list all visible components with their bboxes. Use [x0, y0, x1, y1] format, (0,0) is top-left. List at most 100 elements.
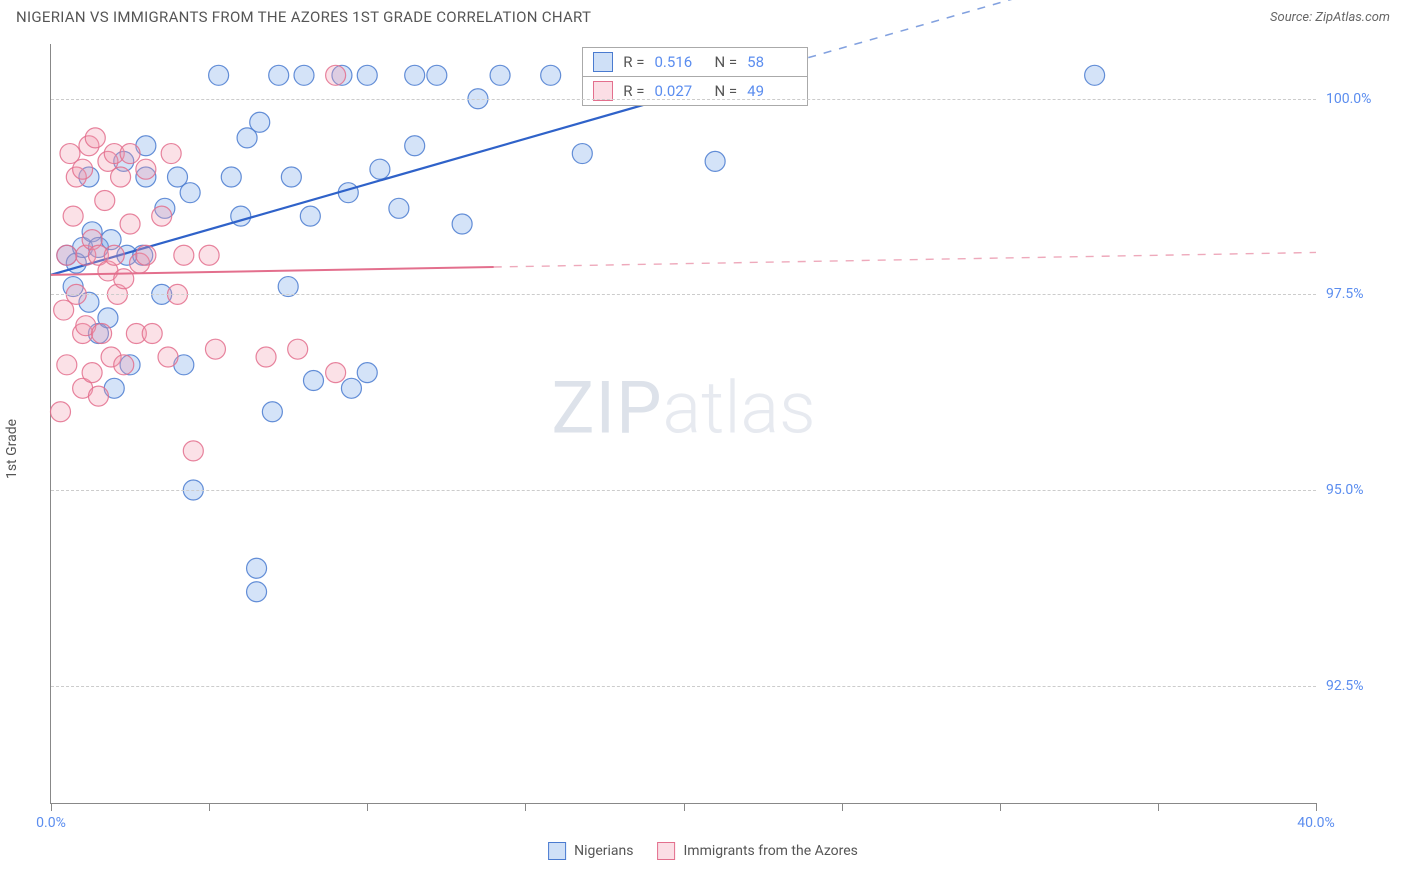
x-tick	[51, 803, 52, 811]
data-point	[300, 206, 320, 226]
gridline-h	[51, 686, 1316, 687]
data-point	[490, 65, 510, 85]
data-point	[389, 198, 409, 218]
correlation-row: R = 0.516 N = 58	[583, 48, 807, 77]
data-point	[199, 245, 219, 265]
x-tick	[525, 803, 526, 811]
x-tick	[842, 803, 843, 811]
data-point	[326, 65, 346, 85]
data-point	[405, 65, 425, 85]
data-point	[57, 355, 77, 375]
data-point	[303, 370, 323, 390]
legend-swatch	[548, 842, 566, 860]
x-tick-label: 0.0%	[36, 815, 66, 831]
data-point	[136, 159, 156, 179]
data-point	[452, 214, 472, 234]
data-point	[269, 65, 289, 85]
y-tick-label: 95.0%	[1326, 482, 1391, 498]
legend-item: Immigrants from the Azores	[657, 842, 857, 860]
data-point	[357, 363, 377, 383]
data-point	[205, 339, 225, 359]
x-tick	[1316, 803, 1317, 811]
y-tick-label: 100.0%	[1326, 91, 1391, 107]
gridline-h	[51, 490, 1316, 491]
data-point	[158, 347, 178, 367]
corr-r-value: 0.516	[655, 53, 705, 71]
data-point	[152, 206, 172, 226]
data-point	[136, 245, 156, 265]
data-point	[183, 441, 203, 461]
source-label: Source: ZipAtlas.com	[1270, 10, 1390, 25]
data-point	[326, 363, 346, 383]
corr-swatch	[593, 52, 613, 72]
data-point	[405, 136, 425, 156]
data-point	[341, 378, 361, 398]
data-point	[114, 269, 134, 289]
data-point	[281, 167, 301, 187]
data-point	[85, 128, 105, 148]
data-point	[114, 355, 134, 375]
chart-header: NIGERIAN VS IMMIGRANTS FROM THE AZORES 1…	[0, 0, 1406, 34]
data-point	[161, 144, 181, 164]
data-point	[82, 363, 102, 383]
legend-swatch	[657, 842, 675, 860]
data-point	[209, 65, 229, 85]
corr-n-label: N =	[715, 53, 738, 71]
data-point	[111, 167, 131, 187]
legend-item: Nigerians	[548, 842, 633, 860]
data-point	[262, 402, 282, 422]
chart-title: NIGERIAN VS IMMIGRANTS FROM THE AZORES 1…	[16, 8, 591, 26]
x-tick	[1000, 803, 1001, 811]
data-point	[221, 167, 241, 187]
corr-r-label: R =	[623, 53, 644, 71]
data-point	[247, 582, 267, 602]
data-point	[1085, 65, 1105, 85]
data-point	[180, 183, 200, 203]
gridline-h	[51, 294, 1316, 295]
x-tick	[684, 803, 685, 811]
correlation-box: R = 0.516 N = 58 R = 0.027 N = 49	[582, 47, 808, 106]
y-tick-label: 97.5%	[1326, 286, 1391, 302]
data-point	[541, 65, 561, 85]
chart-wrap: 1st Grade ZIPatlas R = 0.516 N = 58 R = …	[0, 34, 1406, 864]
data-point	[705, 151, 725, 171]
x-tick	[209, 803, 210, 811]
data-point	[294, 65, 314, 85]
data-point	[142, 324, 162, 344]
trend-line-dashed	[494, 252, 1316, 267]
data-point	[247, 558, 267, 578]
data-point	[50, 402, 70, 422]
scatter-svg	[51, 44, 1316, 803]
x-tick	[367, 803, 368, 811]
data-point	[73, 159, 93, 179]
data-point	[357, 65, 377, 85]
legend: Nigerians Immigrants from the Azores	[548, 842, 858, 860]
x-tick	[1158, 803, 1159, 811]
data-point	[57, 245, 77, 265]
data-point	[250, 112, 270, 132]
y-axis-label: 1st Grade	[4, 419, 20, 479]
corr-n-label: N =	[715, 82, 738, 100]
correlation-row: R = 0.027 N = 49	[583, 77, 807, 105]
data-point	[370, 159, 390, 179]
legend-label: Immigrants from the Azores	[683, 843, 857, 859]
gridline-h	[51, 99, 1316, 100]
data-point	[288, 339, 308, 359]
corr-r-label: R =	[623, 82, 644, 100]
data-point	[95, 190, 115, 210]
corr-n-value: 58	[747, 53, 797, 71]
data-point	[256, 347, 276, 367]
data-point	[427, 65, 447, 85]
corr-r-value: 0.027	[655, 82, 705, 100]
data-point	[572, 144, 592, 164]
data-point	[120, 214, 140, 234]
plot-area: ZIPatlas R = 0.516 N = 58 R = 0.027 N = …	[50, 44, 1316, 804]
data-point	[104, 245, 124, 265]
data-point	[88, 386, 108, 406]
data-point	[120, 144, 140, 164]
data-point	[63, 206, 83, 226]
x-tick-label: 40.0%	[1297, 815, 1335, 831]
y-tick-label: 92.5%	[1326, 678, 1391, 694]
data-point	[92, 324, 112, 344]
data-point	[174, 245, 194, 265]
